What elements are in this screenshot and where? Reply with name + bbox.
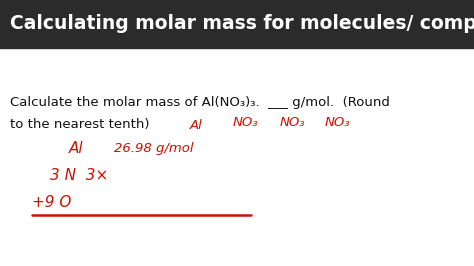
Bar (0, 0, 474, 48)
Text: 26.98 g/mol: 26.98 g/mol (114, 143, 193, 155)
Text: Al: Al (190, 119, 202, 131)
Text: NO₃: NO₃ (232, 116, 258, 129)
Text: NO₃: NO₃ (325, 116, 350, 129)
Text: Al: Al (69, 142, 83, 156)
Text: Calculate the molar mass of Al(NO₃)₃.  ___ g/mol.  (Round: Calculate the molar mass of Al(NO₃)₃. __… (10, 96, 390, 109)
Text: to the nearest tenth): to the nearest tenth) (10, 118, 150, 131)
Text: 3 N  3×: 3 N 3× (50, 168, 108, 183)
Text: +9 O: +9 O (32, 195, 72, 210)
Text: NO₃: NO₃ (280, 116, 305, 129)
Text: Calculating molar mass for molecules/ compounds: Calculating molar mass for molecules/ co… (10, 14, 474, 34)
